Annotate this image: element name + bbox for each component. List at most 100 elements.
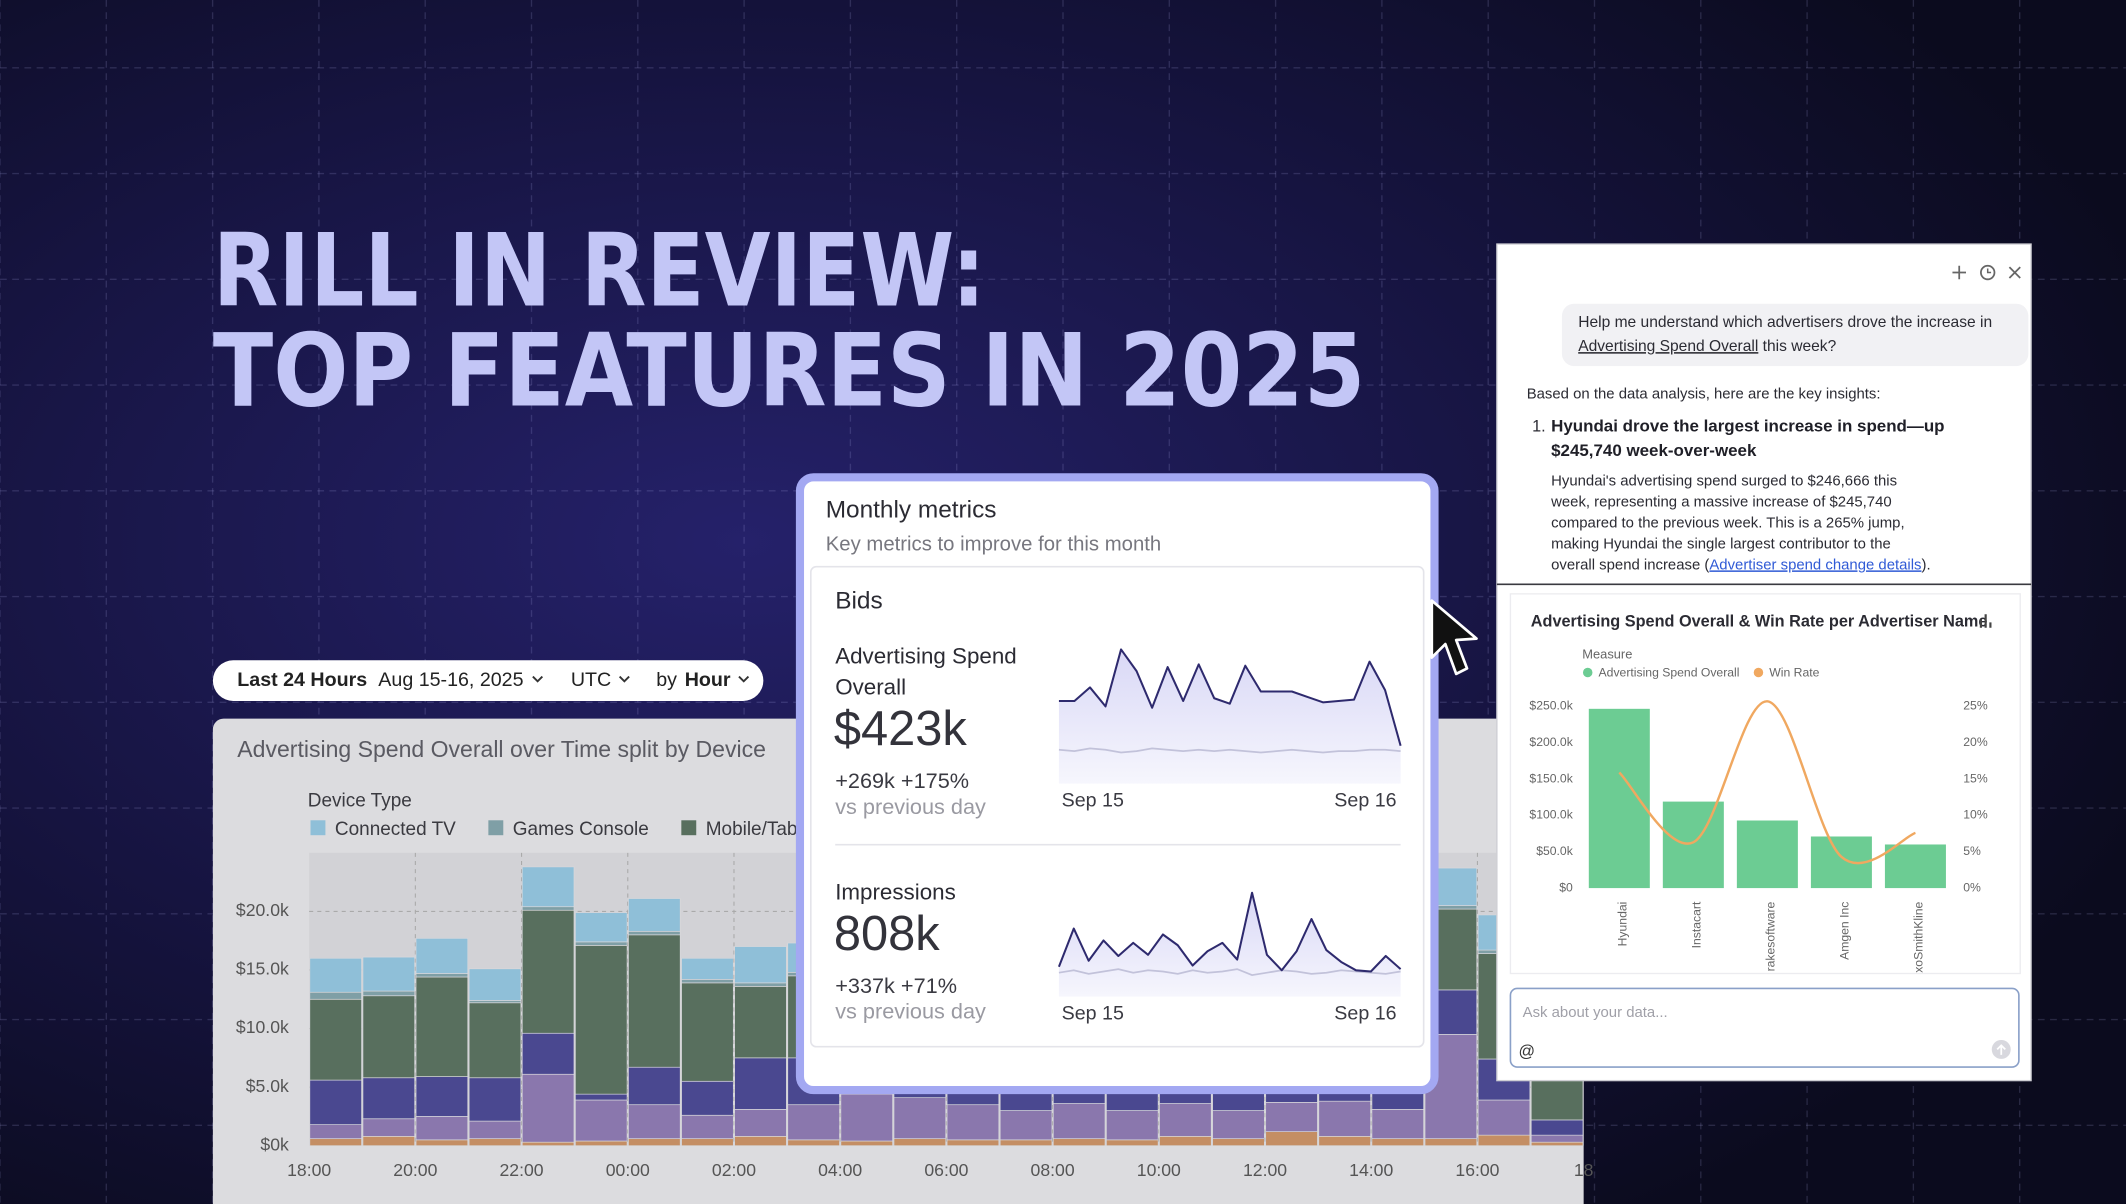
bar-segment <box>681 957 734 980</box>
x-tick-label: 00:00 <box>606 1160 650 1180</box>
x-tick-label: 12:00 <box>1243 1160 1287 1180</box>
legend-title: Device Type <box>308 790 412 811</box>
bar-segment <box>628 1066 681 1106</box>
timezone-picker[interactable]: UTC <box>571 669 611 691</box>
y-tick-label: $5.0k <box>246 1076 289 1096</box>
mention-button[interactable]: @ <box>1519 1042 1536 1060</box>
metric-compare: vs previous day <box>835 794 986 819</box>
bar-segment <box>415 938 469 974</box>
x-tick-label: 06:00 <box>924 1160 968 1180</box>
bar-segment <box>1052 1138 1106 1147</box>
chart-icon[interactable] <box>1979 614 1992 628</box>
bar-segment <box>521 1141 575 1147</box>
bar-segment <box>1530 1119 1584 1136</box>
paragraph-line: week, representing a massive increase of… <box>1550 494 1892 510</box>
bar-segment <box>521 1032 575 1075</box>
x-tick-label: Instacart <box>1690 901 1704 948</box>
bar-segment <box>575 1099 628 1142</box>
bar-segment <box>362 1118 416 1137</box>
toolbar <box>212 660 764 701</box>
bar-segment <box>521 866 575 908</box>
bar-segment <box>946 1139 1000 1147</box>
bar-segment <box>309 991 362 1000</box>
spark-x-label: Sep 16 <box>1334 1002 1396 1024</box>
y-tick-label: $250.0k <box>1529 699 1573 713</box>
bar-segment <box>1424 1138 1478 1147</box>
bar-segment <box>628 930 681 936</box>
bar-segment <box>1530 1078 1584 1121</box>
bar-segment <box>1371 1109 1424 1140</box>
x-tick-label: Amgen Inc <box>1838 902 1852 960</box>
spark-comparison <box>1058 747 1401 754</box>
history-icon[interactable] <box>1980 264 1996 281</box>
bar-segment <box>840 1140 893 1147</box>
bar-segment <box>628 1138 681 1147</box>
metric-value: $423k <box>834 702 968 756</box>
cursor <box>1430 599 1478 676</box>
insight-heading: $245,740 week-over-week <box>1551 441 1757 460</box>
metric-label: Impressions <box>835 879 956 904</box>
bar-segment <box>681 1114 734 1140</box>
bar-segment <box>1159 1103 1212 1137</box>
x-tick-label: 10:00 <box>1137 1160 1181 1180</box>
bar-segment <box>575 1093 628 1101</box>
bar-segment <box>893 1097 947 1140</box>
bar-segment <box>681 1080 734 1116</box>
metric-label: Advertising Spend <box>835 643 1016 668</box>
bar-segment <box>628 1104 681 1140</box>
bar-segment <box>309 1138 362 1147</box>
bar-segment <box>362 990 416 997</box>
bar-segment <box>575 945 628 1095</box>
metric-link[interactable]: Advertising Spend Overall <box>1578 338 1758 355</box>
y-tick-label: $0k <box>260 1134 289 1154</box>
bar-segment <box>468 1002 522 1079</box>
legend-label: Games Console <box>513 819 649 840</box>
x-tick-label: xoSmithKline <box>1912 901 1926 972</box>
bar-segment <box>734 982 787 987</box>
chat-input[interactable] <box>1509 987 2020 1068</box>
metrics: Advertising Spend Overall$423k +269k +175%… <box>834 643 1402 1024</box>
metric-label: Overall <box>835 675 906 700</box>
bar-segment <box>309 998 362 1081</box>
legend-swatch <box>310 820 326 836</box>
section-title: Bids <box>835 587 882 614</box>
bar-segment <box>1477 1099 1531 1136</box>
bar-segment <box>468 1120 522 1140</box>
bar <box>1588 708 1650 889</box>
bar-segment <box>468 1138 522 1147</box>
bar-segment <box>575 1140 628 1147</box>
bar <box>1662 801 1724 889</box>
date-picker[interactable]: Aug 15-16, 2025 <box>378 669 523 691</box>
details-link[interactable]: Advertiser spend change details <box>1709 557 1921 573</box>
user-bubble <box>1561 303 2029 367</box>
bar-segment <box>999 1110 1053 1141</box>
bar <box>1884 844 1946 889</box>
spark-x-label: Sep 15 <box>1062 1002 1124 1024</box>
bar-segment <box>1318 1100 1371 1137</box>
bar-segment <box>787 1139 840 1147</box>
y-tick-label: $0 <box>1559 880 1573 894</box>
bar-segment <box>309 1124 362 1140</box>
bar-segment <box>468 1077 522 1122</box>
y-tick-label: $15.0k <box>236 959 289 979</box>
bar-segment <box>1159 1135 1212 1147</box>
range-button[interactable]: Last 24 Hours <box>237 669 367 691</box>
bar-segment <box>362 1135 416 1147</box>
x-tick-label: Hyundai <box>1616 902 1630 947</box>
bar-segment <box>309 957 362 993</box>
bar-segment <box>1212 1138 1265 1147</box>
bar-segment <box>1212 1110 1265 1140</box>
metric-value: 808k <box>834 907 940 961</box>
insight-paragraph: Hyundai's advertising spend surged to $2… <box>1550 473 1905 552</box>
chevron <box>618 675 630 683</box>
bar-segment <box>521 906 575 911</box>
close-icon[interactable] <box>2008 266 2021 279</box>
y-tick-label: $10.0k <box>236 1017 289 1037</box>
new-chat-icon[interactable] <box>1952 265 1966 280</box>
bar-segment <box>681 982 734 1082</box>
x-tick-label: 18 <box>1574 1160 1594 1180</box>
bar-segment <box>628 934 681 1068</box>
bar-segment <box>415 1139 469 1147</box>
chevron <box>738 675 750 683</box>
grain-picker[interactable]: Hour <box>685 669 731 691</box>
